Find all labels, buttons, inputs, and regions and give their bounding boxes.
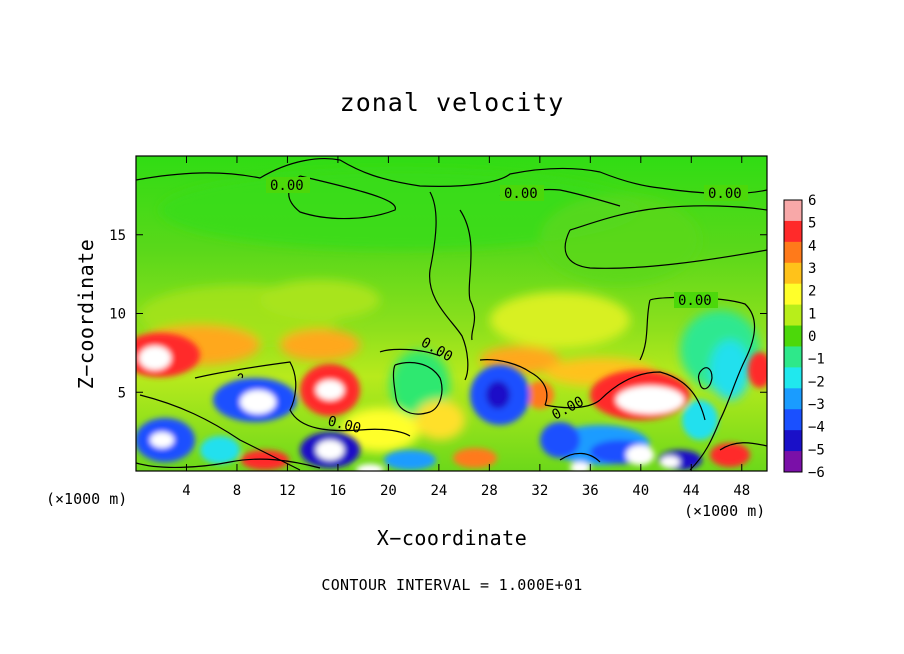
x-tick-label: 20 bbox=[380, 483, 397, 499]
x-axis-label: X−coordinate bbox=[376, 526, 528, 550]
colorbar-swatch bbox=[784, 388, 802, 410]
colorbar-swatch bbox=[784, 367, 802, 389]
x-tick-label: 44 bbox=[683, 483, 700, 499]
x-tick-label: 48 bbox=[733, 483, 750, 499]
colorbar-swatch bbox=[784, 409, 802, 431]
x-tick-label: 40 bbox=[632, 483, 649, 499]
chart-title: zonal velocity bbox=[339, 88, 565, 117]
colorbar-swatch bbox=[784, 304, 802, 327]
x-tick-label: 36 bbox=[582, 483, 599, 499]
contour-label: 0.00 bbox=[270, 178, 304, 194]
x-tick-label: 12 bbox=[279, 483, 296, 499]
colorbar-label: −4 bbox=[808, 420, 825, 436]
colorbar-swatch bbox=[784, 200, 802, 222]
contour-label: 0.00 bbox=[326, 413, 363, 437]
x-axis-units: (×1000 m) bbox=[684, 502, 766, 520]
x-tick-label: 24 bbox=[430, 483, 447, 499]
contour-label: 0.00 bbox=[504, 186, 538, 202]
colorbar-swatch bbox=[784, 346, 802, 368]
colorbar-swatch bbox=[784, 451, 802, 473]
contour-labels: 0.00 0.00 0.00 0.00 0.00 0.00 0.00 bbox=[266, 177, 748, 437]
y-tick-label: 5 bbox=[118, 385, 126, 401]
x-tick-label: 28 bbox=[481, 483, 498, 499]
x-axis: 4 8 12 16 20 24 28 32 36 40 44 48 bbox=[182, 156, 750, 499]
colorbar-label: 6 bbox=[808, 193, 816, 209]
colorbar-swatch bbox=[784, 325, 802, 347]
colorbar-swatch bbox=[784, 241, 802, 264]
colorbar-label: 3 bbox=[808, 261, 816, 277]
contour-label: 0.00 bbox=[678, 293, 712, 309]
y-axis-label: Z−coordinate bbox=[74, 238, 98, 390]
x-tick-label: 16 bbox=[329, 483, 346, 499]
colorbar: 6 5 4 3 2 1 0 −1 −2 −3 −4 −5 −6 bbox=[783, 193, 825, 481]
colorbar-label: −6 bbox=[808, 465, 825, 481]
heatmap-field bbox=[136, 156, 767, 471]
y-axis-units: (×1000 m) bbox=[46, 490, 128, 508]
contour-lines bbox=[136, 158, 767, 471]
colorbar-label: 1 bbox=[808, 306, 816, 322]
y-tick-label: 10 bbox=[109, 307, 126, 323]
colorbar-label: −3 bbox=[808, 397, 825, 413]
contour-label: 0.00 bbox=[708, 186, 742, 202]
colorbar-label: −1 bbox=[808, 352, 825, 368]
colorbar-frame bbox=[783, 199, 803, 473]
colorbar-label: 4 bbox=[808, 238, 816, 254]
x-tick-label: 8 bbox=[233, 483, 241, 499]
colorbar-swatch bbox=[784, 283, 802, 306]
colorbar-swatch bbox=[784, 262, 802, 285]
x-tick-label: 32 bbox=[531, 483, 548, 499]
colorbar-swatch bbox=[784, 220, 802, 243]
colorbar-label: 2 bbox=[808, 284, 816, 300]
x-tick-label: 4 bbox=[182, 483, 190, 499]
colorbar-label: −2 bbox=[808, 374, 825, 390]
colorbar-swatch bbox=[784, 430, 802, 452]
colorbar-label: 5 bbox=[808, 216, 816, 232]
contour-interval-note: CONTOUR INTERVAL = 1.000E+01 bbox=[321, 576, 583, 594]
y-tick-label: 15 bbox=[109, 228, 126, 244]
colorbar-label: −5 bbox=[808, 442, 825, 458]
y-axis: 5 10 15 bbox=[109, 228, 767, 401]
colorbar-label: 0 bbox=[808, 329, 816, 345]
